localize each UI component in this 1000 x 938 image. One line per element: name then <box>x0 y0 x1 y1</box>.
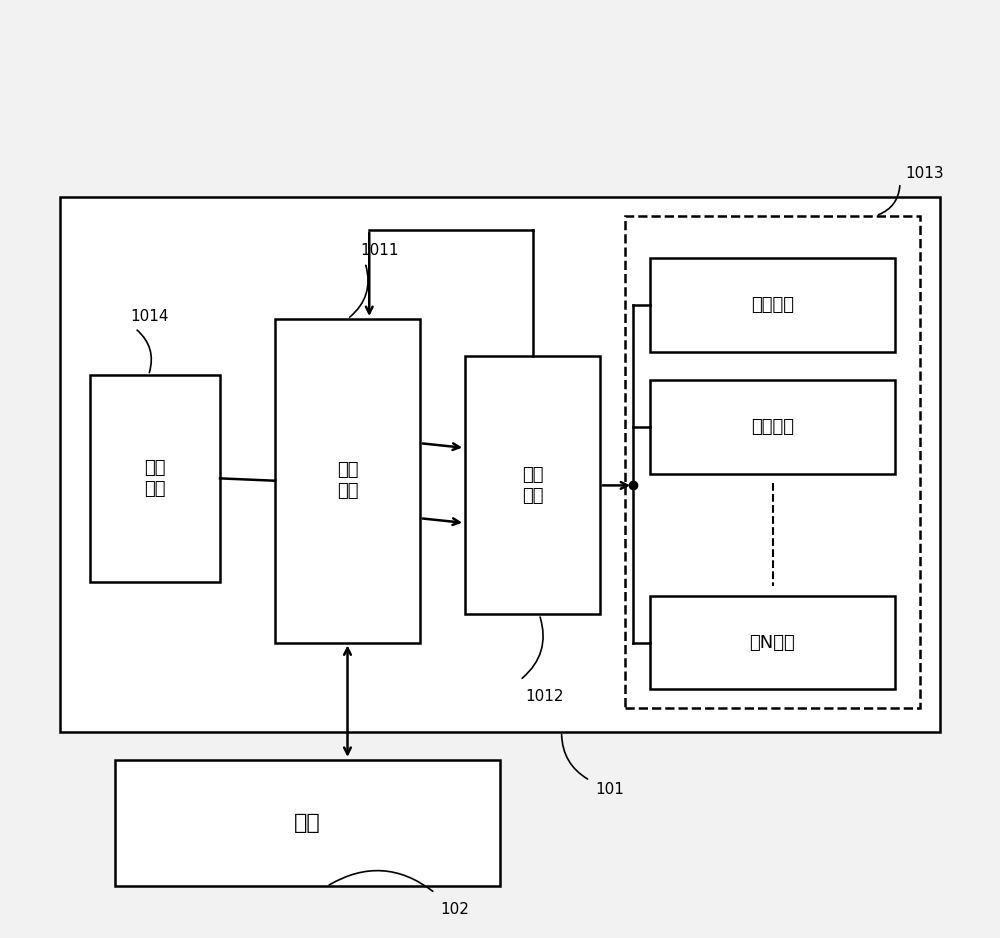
Text: 选择
模块: 选择 模块 <box>522 466 543 505</box>
Bar <box>115 760 500 886</box>
Text: 第N芯片: 第N芯片 <box>750 633 795 652</box>
Text: 第一芯片: 第一芯片 <box>751 295 794 314</box>
Text: 1014: 1014 <box>130 309 168 324</box>
Bar <box>625 216 920 708</box>
Bar <box>60 197 940 732</box>
Bar <box>90 375 220 582</box>
Bar <box>650 380 895 474</box>
Text: 存储
模块: 存储 模块 <box>144 459 166 498</box>
Bar <box>650 596 895 689</box>
Text: 1013: 1013 <box>905 166 944 181</box>
Text: 1012: 1012 <box>525 689 564 704</box>
Text: 101: 101 <box>595 782 624 797</box>
Text: 第二芯片: 第二芯片 <box>751 417 794 436</box>
Text: 主控
模块: 主控 模块 <box>337 461 358 500</box>
Text: 1011: 1011 <box>360 243 398 258</box>
Bar <box>465 356 600 614</box>
Text: 主板: 主板 <box>294 813 321 833</box>
Bar <box>650 258 895 352</box>
Text: 102: 102 <box>440 902 469 917</box>
Bar <box>275 319 420 643</box>
